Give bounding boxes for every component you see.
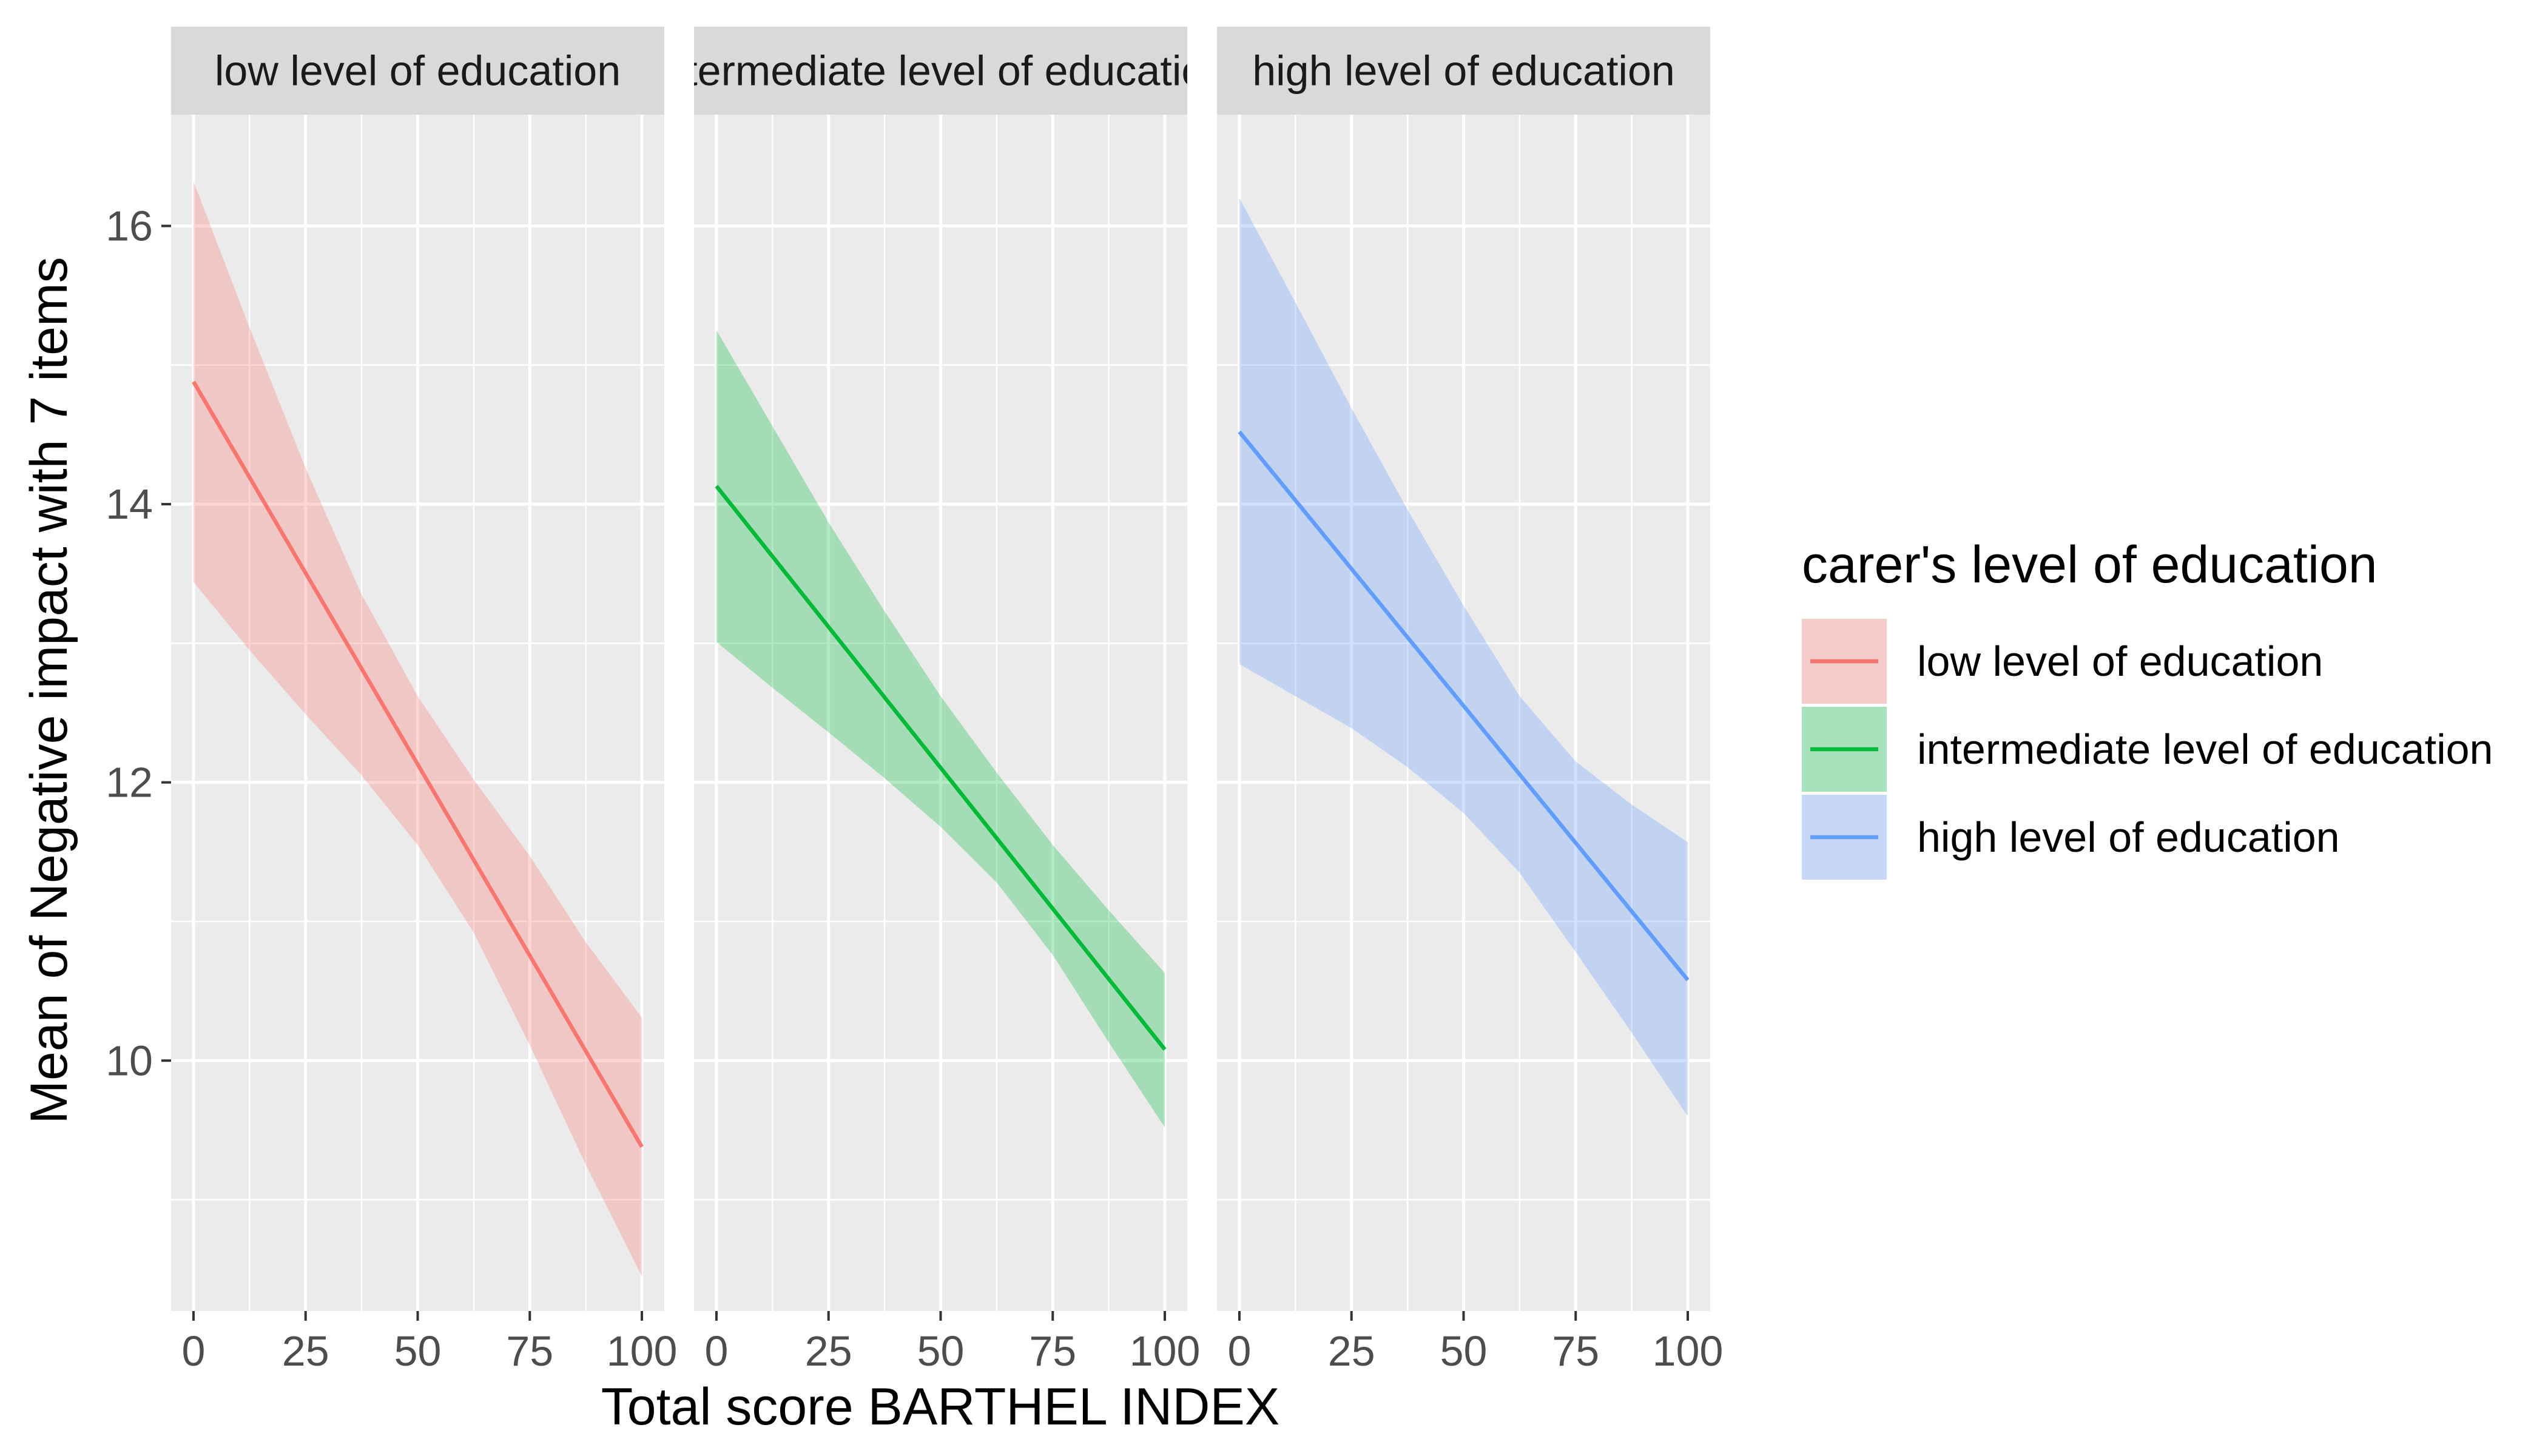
x-tick-label: 50: [917, 1327, 965, 1375]
confidence-band: [716, 330, 1165, 1128]
legend-title: carer's level of education: [1802, 536, 2378, 594]
facet-strip: [1217, 27, 1710, 115]
legend-label: high level of education: [1917, 814, 2340, 861]
facet-panel-3: high level of education 0 25 50 75 100: [1217, 27, 1723, 1375]
x-tick-label: 100: [1130, 1327, 1201, 1375]
facet-strip-label: high level of education: [1252, 47, 1675, 95]
facet-strip-label: intermediate level of education: [653, 47, 1228, 95]
legend-item: high level of education: [1802, 795, 2340, 880]
facet-strip-label: low level of education: [215, 47, 621, 95]
x-tick-label: 75: [1029, 1327, 1076, 1375]
x-tick-label: 100: [1653, 1327, 1724, 1375]
facet-strip: [694, 27, 1187, 115]
confidence-band: [194, 181, 642, 1276]
x-tick-label: 25: [1328, 1327, 1375, 1375]
x-tick-label: 25: [282, 1327, 329, 1375]
y-axis-title: Mean of Negative impact with 7 items: [20, 257, 78, 1124]
facet-panel-2: intermediate level of education 0 25 50 75 10…: [653, 27, 1228, 1375]
x-tick-label: 75: [506, 1327, 553, 1375]
legend-item: low level of education: [1802, 619, 2323, 704]
y-tick-label: 10: [106, 1037, 153, 1084]
x-tick-label: 0: [181, 1327, 205, 1375]
legend-label: intermediate level of education: [1917, 726, 2493, 773]
x-tick-label: 75: [1552, 1327, 1599, 1375]
legend: carer's level of education low level of …: [1802, 536, 2493, 880]
regression-line: [715, 485, 1167, 1051]
x-tick-label: 100: [607, 1327, 678, 1375]
facet-panel-1: low level of education 0 25 50 75 100: [171, 27, 677, 1375]
x-axis-title: Total score BARTHEL INDEX: [601, 1378, 1279, 1436]
x-tick-label: 25: [805, 1327, 852, 1375]
regression-line: [192, 380, 644, 1148]
x-tick-label: 0: [704, 1327, 728, 1375]
x-tick-label: 50: [1440, 1327, 1488, 1375]
y-axis: 10 12 14 16: [106, 202, 171, 1084]
confidence-band: [1239, 198, 1688, 1117]
x-tick-label: 50: [394, 1327, 442, 1375]
y-tick-label: 16: [106, 202, 153, 249]
x-tick-label: 0: [1227, 1327, 1251, 1375]
y-tick-label: 12: [106, 759, 153, 806]
regression-line: [1238, 430, 1690, 982]
y-tick-label: 14: [106, 480, 153, 528]
facet-strip: [171, 27, 664, 115]
legend-label: low level of education: [1917, 638, 2323, 685]
legend-item: intermediate level of education: [1802, 707, 2493, 792]
